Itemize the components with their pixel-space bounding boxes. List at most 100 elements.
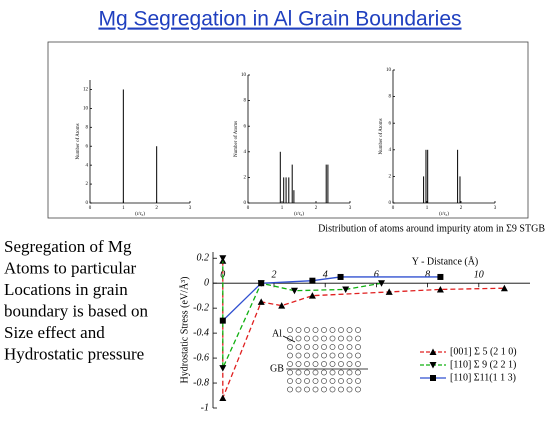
lattice-atom — [312, 344, 319, 350]
y-tick-label: -0.6 — [193, 352, 209, 363]
lattice-atom — [295, 361, 302, 367]
lattice-atom — [321, 378, 327, 384]
lattice-atom — [304, 378, 310, 384]
lattice-inset: Al GB — [270, 327, 368, 393]
lattice-atom — [338, 369, 344, 376]
lattice-atom — [329, 335, 336, 342]
y-tick-label: 2 — [244, 176, 247, 181]
lattice-atom — [304, 327, 310, 333]
lattice-atom — [304, 386, 310, 393]
lattice-atom — [304, 335, 310, 342]
x-tick-label: 2 — [272, 269, 277, 280]
x-axis-label: (r/r₀) — [439, 212, 449, 217]
lattice-atom — [355, 352, 361, 359]
y-tick-label: 4 — [389, 148, 392, 153]
y-tick-label: 6 — [86, 144, 89, 149]
lattice-atom — [287, 369, 293, 376]
legend-marker — [429, 362, 437, 369]
x-axis-label: Y - Distance (Å) — [412, 255, 479, 267]
y-tick-label: 10 — [241, 73, 247, 78]
x-tick-label: 3 — [494, 206, 497, 211]
y-tick-label: 8 — [244, 99, 247, 104]
lattice-atom — [312, 386, 319, 393]
lattice-atom — [295, 352, 302, 359]
data-point — [278, 302, 286, 309]
lattice-atom — [287, 386, 293, 393]
y-axis-label: Hydrostatic Stress (eV/Å³) — [178, 277, 190, 384]
data-point — [378, 280, 386, 287]
x-tick-label: 4 — [323, 269, 328, 280]
series-line — [222, 258, 382, 369]
lattice-atom — [295, 386, 302, 393]
text-line: Atoms to particular — [4, 258, 137, 277]
lattice-atom — [338, 344, 344, 350]
lattice-atom — [346, 352, 353, 359]
text-line: boundary is based on — [4, 301, 149, 320]
lattice-atom — [338, 378, 344, 384]
legend-label: [110] Σ 9 (2 2 1) — [450, 359, 516, 370]
legend-label: [110] Σ11(1 1 3) — [450, 372, 516, 383]
lattice-atom — [304, 361, 310, 367]
lattice-atom — [312, 378, 319, 384]
y-axis-label: Number of Atoms — [76, 123, 81, 159]
lattice-atom — [304, 369, 310, 376]
lattice-atom — [329, 352, 336, 359]
y-tick-label: -0.2 — [193, 302, 209, 313]
y-tick-label: 2 — [389, 175, 392, 180]
y-tick-label: 12 — [83, 88, 89, 93]
lattice-atom — [312, 369, 319, 376]
lattice-atom — [329, 369, 336, 376]
lattice-atom — [355, 386, 361, 393]
lattice-atom — [295, 335, 302, 342]
lattice-atom — [304, 344, 310, 350]
inset-label: GB — [270, 363, 284, 374]
lattice-atom — [312, 335, 319, 342]
x-tick-label: 3 — [349, 206, 352, 211]
lattice-atom — [338, 361, 344, 367]
figure-frame — [47, 41, 529, 219]
lattice-atom — [355, 378, 361, 384]
lattice-atom — [346, 378, 353, 384]
y-tick-label: 6 — [244, 124, 247, 129]
y-tick-label: -1 — [201, 402, 209, 413]
text-line: Segregation of Mg — [4, 237, 132, 256]
lattice-atom — [321, 369, 327, 376]
series-line — [222, 260, 505, 399]
y-tick-label: 2 — [86, 182, 89, 187]
lattice-atom — [346, 335, 353, 342]
lattice-atom — [346, 369, 353, 376]
data-point — [437, 273, 444, 280]
lattice-atom — [287, 352, 293, 359]
lattice-atom — [355, 327, 361, 333]
al-pointer — [282, 335, 296, 343]
lattice-atom — [295, 369, 302, 376]
legend-marker — [429, 348, 437, 355]
legend-label: [001] Σ 5 (2 1 0) — [450, 346, 517, 357]
y-tick-label: 4 — [86, 163, 89, 168]
x-tick-label: 0 — [247, 206, 250, 211]
lattice-atom — [346, 361, 353, 367]
y-tick-label: 0 — [204, 277, 209, 288]
data-point — [385, 288, 393, 295]
data-point — [500, 284, 508, 292]
lattice-atom — [295, 327, 302, 333]
lattice-atom — [321, 361, 327, 367]
lattice-atom — [321, 386, 327, 393]
lattice-atom — [295, 378, 302, 384]
data-point — [219, 394, 227, 402]
x-tick-label: 8 — [425, 269, 430, 280]
data-point — [219, 317, 226, 324]
lattice-atom — [346, 386, 353, 393]
x-tick-label: 0 — [89, 206, 92, 211]
x-tick-label: 6 — [374, 269, 379, 280]
y-tick-label: 0.2 — [197, 253, 210, 264]
data-point — [309, 277, 316, 284]
x-tick-label: 10 — [474, 269, 484, 280]
y-tick-label: 0 — [389, 201, 392, 206]
legend-marker — [430, 375, 436, 381]
lattice-atom — [346, 344, 353, 350]
x-tick-label: 2 — [155, 206, 158, 211]
lattice-atom — [355, 344, 361, 350]
lattice-atom — [287, 344, 293, 350]
x-tick-label: 1 — [426, 206, 429, 211]
